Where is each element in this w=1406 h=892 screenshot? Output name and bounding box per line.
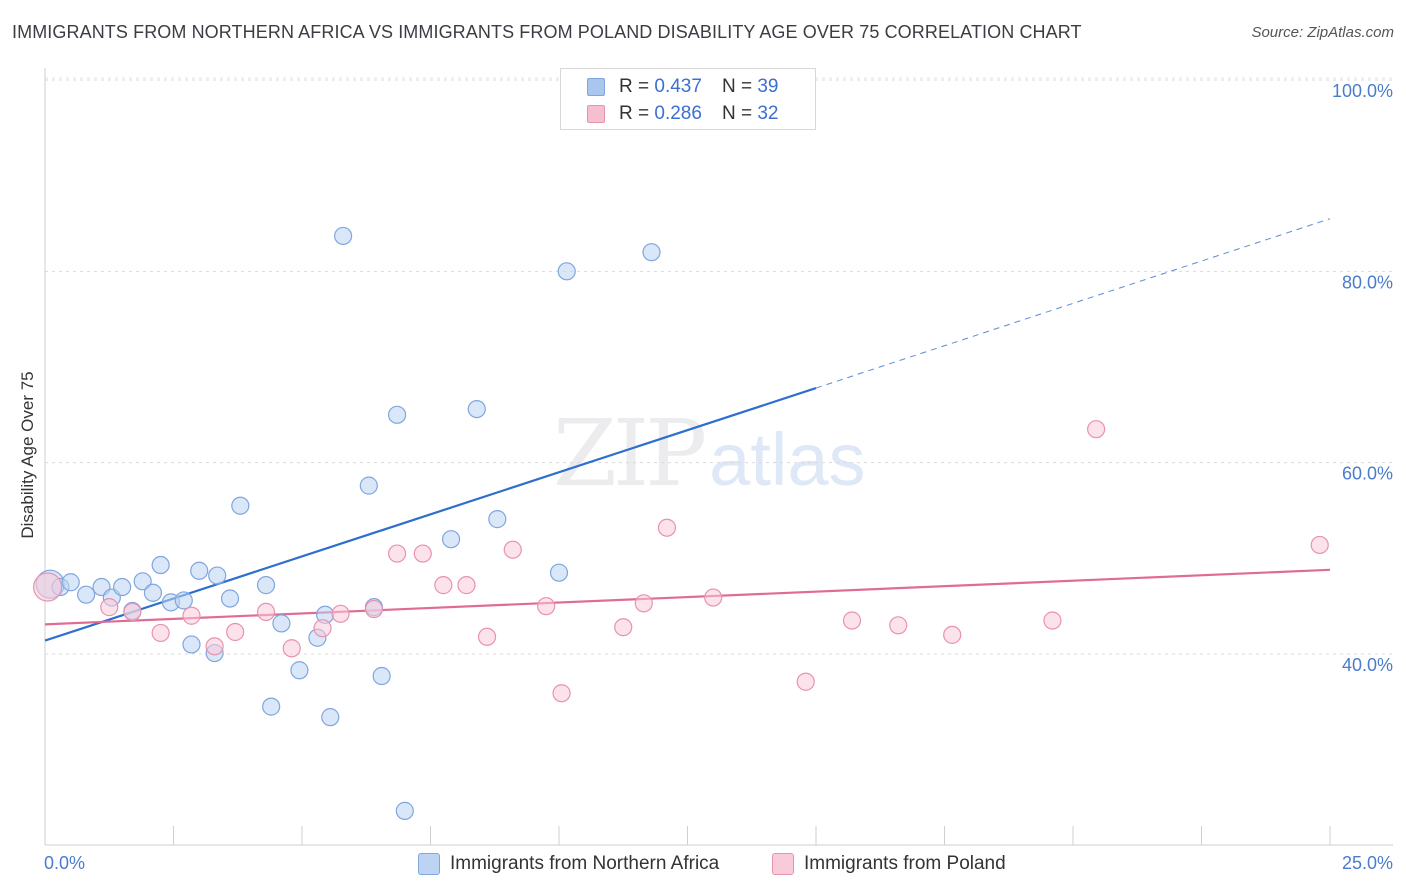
point-poland (256, 602, 276, 622)
bottom-legend-label-northern-africa: Immigrants from Northern Africa (450, 853, 720, 874)
point-poland (123, 602, 142, 622)
point-poland (387, 544, 407, 563)
point-poland (614, 618, 633, 637)
point-poland (657, 518, 677, 537)
point-poland (151, 623, 170, 643)
point-poland (1043, 611, 1062, 630)
data-points (32, 226, 1329, 820)
point-poland (205, 637, 224, 656)
point-northern-africa (557, 262, 576, 281)
legend-r-label: R = (619, 103, 650, 124)
point-poland (503, 540, 522, 559)
legend-n-label: N = (721, 76, 753, 97)
trend-line-extension-northern-africa (815, 218, 1331, 389)
source-label: Source: ZipAtlas.com (1251, 24, 1394, 41)
point-poland (282, 639, 301, 658)
point-poland (313, 619, 332, 638)
trend-lines (44, 218, 1331, 642)
point-northern-africa (395, 801, 414, 820)
point-northern-africa (182, 635, 201, 654)
point-northern-africa (190, 561, 209, 580)
point-poland (889, 616, 908, 635)
point-northern-africa (151, 555, 170, 575)
point-northern-africa (208, 566, 227, 585)
point-poland (704, 588, 723, 607)
bottom-legend-poland: Immigrants from Poland (772, 852, 1006, 876)
point-poland (331, 604, 350, 623)
point-poland (634, 594, 653, 613)
point-poland (182, 606, 201, 625)
point-northern-africa (133, 572, 152, 591)
legend-r-value: 0.437 (654, 76, 702, 97)
point-northern-africa (441, 530, 461, 549)
point-northern-africa (321, 708, 340, 727)
point-northern-africa (112, 577, 132, 597)
bottom-legend-swatch-northern-africa (418, 853, 440, 875)
point-northern-africa (256, 576, 276, 595)
chart-title: IMMIGRANTS FROM NORTHERN AFRICA VS IMMIG… (12, 22, 1082, 42)
tick-labels: 40.0% 60.0% 80.0% 100.0% 0.0% 25.0% (44, 81, 1393, 873)
legend-swatch-northern-africa (587, 78, 605, 96)
legend-n-value: 32 (757, 103, 779, 124)
point-poland (364, 599, 384, 619)
point-northern-africa (642, 243, 661, 262)
point-poland (1087, 420, 1106, 439)
bottom-legend-northern-africa: Immigrants from Northern Africa (418, 852, 719, 876)
point-northern-africa (488, 510, 507, 529)
point-northern-africa (467, 399, 486, 419)
point-poland (32, 572, 63, 602)
grid-lines (45, 77, 1393, 655)
point-poland (796, 672, 815, 691)
legend-swatch-poland (587, 105, 605, 123)
point-northern-africa (61, 573, 80, 592)
legend-r-value: 0.286 (654, 103, 702, 124)
x-tick-label: 0.0% (44, 853, 85, 873)
point-northern-africa (359, 476, 378, 495)
point-northern-africa (372, 666, 391, 686)
legend-n-value: 39 (757, 76, 779, 97)
point-poland (226, 622, 245, 642)
point-northern-africa (143, 583, 163, 602)
point-poland (434, 576, 453, 595)
point-poland (552, 684, 571, 703)
y-tick-label: 80.0% (1342, 272, 1393, 292)
y-tick-label: 60.0% (1342, 464, 1393, 484)
axes (44, 68, 1393, 846)
point-northern-africa (290, 661, 309, 680)
legend-row-northern-africa: R = 0.437 N = 39 (587, 75, 778, 99)
point-northern-africa (272, 614, 291, 633)
point-poland (842, 611, 862, 630)
bottom-legend-swatch-poland (772, 853, 794, 875)
legend-row-poland: R = 0.286 N = 32 (587, 102, 778, 126)
point-poland (457, 576, 476, 595)
legend-r-label: R = (619, 76, 650, 97)
x-tick-label: 25.0% (1342, 853, 1393, 873)
legend-n-label: N = (721, 103, 753, 124)
point-poland (1310, 535, 1329, 555)
point-northern-africa (262, 697, 281, 716)
point-northern-africa (174, 591, 193, 610)
bottom-legend-label-poland: Immigrants from Poland (804, 853, 1006, 874)
point-poland (413, 544, 432, 563)
point-poland (100, 598, 119, 617)
y-axis-label: Disability Age Over 75 (18, 371, 37, 538)
y-tick-label: 40.0% (1342, 655, 1393, 675)
correlation-legend: R = 0.437 N = 39 R = 0.286 N = 32 (560, 68, 816, 130)
trend-line-northern-africa (44, 387, 817, 642)
y-tick-label: 100.0% (1332, 81, 1393, 101)
point-northern-africa (387, 405, 407, 424)
point-northern-africa (220, 589, 240, 608)
point-poland (477, 627, 497, 646)
point-northern-africa (231, 496, 250, 515)
point-poland (943, 625, 962, 644)
point-northern-africa (549, 563, 569, 582)
point-northern-africa (77, 585, 96, 604)
point-northern-africa (334, 226, 353, 246)
point-poland (537, 597, 556, 616)
